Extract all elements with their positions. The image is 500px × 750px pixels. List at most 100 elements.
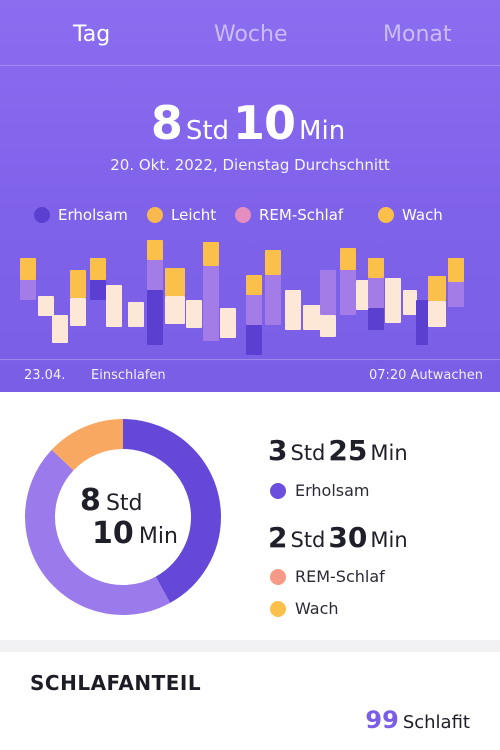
stage-block (52, 315, 68, 343)
stage-block (246, 275, 262, 295)
stage-block (246, 295, 262, 325)
score-label: Schlafit (402, 712, 470, 733)
donut-hours-value: 8 (80, 483, 101, 518)
sleep-stage-timeline (20, 240, 464, 355)
breakdown-label: Erholsam (295, 481, 370, 500)
stage-block (265, 275, 281, 325)
stat-minutes-unit: Min (370, 441, 408, 465)
stage-block (165, 268, 185, 296)
period-tabs: Tag Woche Monat (0, 0, 500, 66)
timeline-end-label: 07:20 Autwachen (368, 368, 483, 383)
breakdown-label: Wach (295, 599, 339, 618)
stage-block (147, 240, 163, 260)
timeline-start-label: Einschlafen (91, 368, 166, 383)
stage-block (186, 300, 202, 328)
rem-dot-icon (270, 568, 286, 585)
donut-minutes-value: 10 (92, 516, 134, 551)
sleep-score: 99 Schlafit (365, 706, 470, 734)
stat-restful-duration: 3 Std 25 Min (268, 434, 411, 467)
legend-dot-icon (235, 207, 251, 223)
stage-block (90, 280, 106, 300)
stage-block (165, 296, 185, 324)
stat-hours-unit: Std (290, 441, 326, 465)
donut-minutes-unit: Min (138, 524, 178, 549)
stage-block (320, 270, 336, 315)
legend-item-rem: REM-Schlaf (235, 206, 343, 224)
breakdown-label: REM-Schlaf (295, 567, 385, 586)
legend-label: REM-Schlaf (259, 206, 344, 224)
stage-block (106, 285, 122, 327)
stat-hours-unit: Std (290, 528, 326, 552)
stage-block (147, 260, 163, 290)
stage-block (20, 280, 36, 300)
total-hours-unit: Std (185, 116, 230, 146)
timeline-axis (0, 359, 500, 360)
stat-minutes: 30 (328, 521, 368, 554)
wach-dot-icon (270, 600, 286, 617)
stage-block (340, 248, 356, 270)
sleep-donut-chart (25, 419, 221, 615)
stage-block (128, 302, 144, 327)
stat-rem-duration: 2 Std 30 Min (268, 521, 411, 554)
total-minutes-unit: Min (299, 116, 346, 146)
score-value: 99 (365, 706, 399, 734)
stage-block (90, 258, 106, 280)
stage-block (428, 301, 446, 327)
legend-label: Leicht (171, 206, 217, 224)
legend-item-leicht: Leicht (147, 206, 216, 224)
stage-block (70, 298, 86, 326)
section-divider (0, 640, 500, 652)
donut-hours: 8 Std (80, 483, 143, 518)
legend-item-erholsam: Erholsam (34, 206, 128, 224)
stage-block (368, 278, 384, 308)
legend-item-wach: Wach (378, 206, 443, 224)
sleep-summary-header: Tag Woche Monat 8 Std10 Min 20. Okt. 2022,… (0, 0, 500, 392)
total-sleep-duration: 8 Std10 Min (0, 96, 500, 150)
stage-block (285, 290, 301, 330)
stage-block (203, 242, 219, 266)
stage-block (303, 305, 321, 330)
legend-dot-icon (378, 207, 394, 223)
stage-block (428, 276, 446, 301)
stage-block (448, 282, 464, 307)
stage-block (403, 290, 417, 315)
stage-block (220, 308, 236, 338)
breakdown-item-wach: Wach (270, 599, 339, 618)
legend-label: Erholsam (58, 206, 128, 224)
stat-hours: 2 (268, 521, 288, 554)
donut-segment-leicht (25, 419, 221, 615)
stage-block (20, 258, 36, 280)
stage-block (320, 315, 336, 337)
legend-dot-icon (147, 207, 163, 223)
stage-legend: Erholsam Leicht REM-Schlaf Wach (0, 206, 500, 226)
stage-block (246, 325, 262, 355)
breakdown-item-erholsam: Erholsam (270, 481, 370, 500)
stage-block (265, 250, 281, 275)
tab-day[interactable]: Tag (73, 22, 111, 47)
section-title: SCHLAFANTEIL (30, 671, 202, 695)
stage-block (340, 270, 356, 315)
stage-block (38, 296, 54, 316)
donut-minutes: 10 Min (92, 516, 178, 551)
stage-block (356, 280, 370, 310)
stage-block (368, 258, 384, 278)
stage-block (385, 278, 401, 323)
stage-block (448, 258, 464, 282)
date-subtitle: 20. Okt. 2022, Dienstag Durchschnitt (110, 156, 390, 174)
breakdown-item-rem: REM-Schlaf (270, 567, 385, 586)
legend-label: Wach (402, 206, 443, 224)
tab-month[interactable]: Monat (383, 22, 452, 47)
stat-hours: 3 (268, 434, 288, 467)
erholsam-dot-icon (270, 482, 286, 499)
tab-week[interactable]: Woche (214, 22, 288, 47)
stage-block (368, 308, 384, 330)
stage-block (70, 270, 86, 298)
total-minutes: 10 (233, 96, 296, 150)
stat-minutes: 25 (328, 434, 368, 467)
stage-block (147, 290, 163, 345)
total-hours: 8 (150, 96, 183, 150)
stat-minutes-unit: Min (370, 528, 408, 552)
legend-dot-icon (34, 207, 50, 223)
donut-hours-unit: Std (105, 491, 143, 516)
timeline-start-date: 23.04. (24, 368, 66, 383)
